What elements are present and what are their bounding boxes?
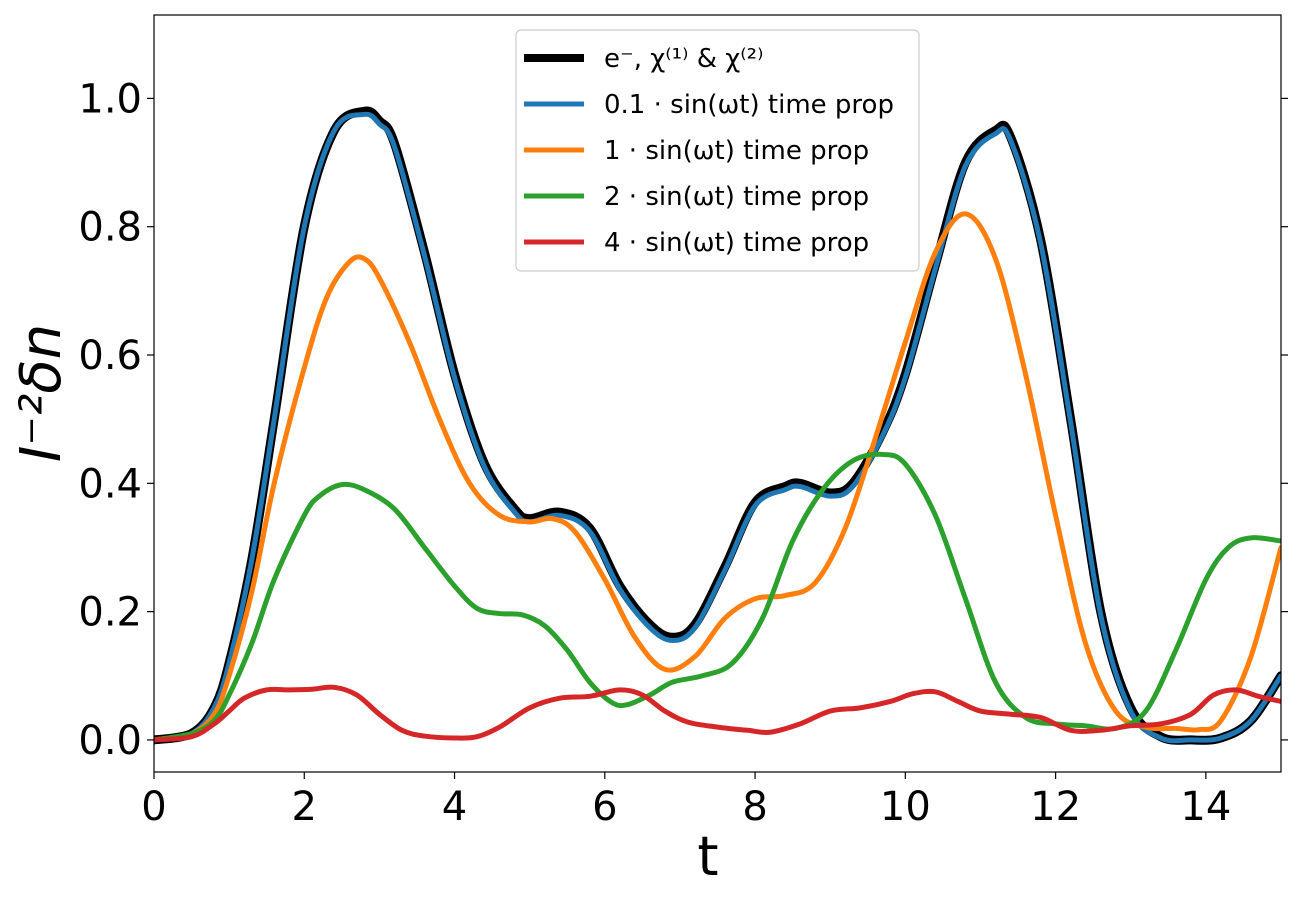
legend: e⁻, χ⁽¹⁾ & χ⁽²⁾ 0.1 · sin(ωt) time prop 1 … — [515, 29, 920, 272]
y-tick-label: 1.0 — [78, 76, 142, 122]
series-line-3 — [154, 451, 1281, 743]
x-axis-label: t — [697, 825, 718, 888]
y-tick-label: 0.2 — [78, 590, 142, 636]
x-tick-label: 12 — [1030, 784, 1081, 830]
x-tick-label: 8 — [742, 784, 767, 830]
series-line-4 — [154, 684, 1281, 743]
legend-box — [515, 29, 920, 272]
x-tick-label: 14 — [1180, 784, 1231, 830]
legend-entries: e⁻, χ⁽¹⁾ & χ⁽²⁾ 0.1 · sin(ωt) time prop 1 … — [524, 44, 894, 258]
series-line-2 — [154, 211, 1281, 743]
y-tick-label: 0.4 — [78, 461, 142, 507]
legend-label-0: e⁻, χ⁽¹⁾ & χ⁽²⁾ — [604, 44, 763, 74]
legend-label-1: 0.1 · sin(ωt) time prop — [604, 90, 894, 120]
y-tick-label: 0.6 — [78, 333, 142, 379]
x-tick-label: 0 — [141, 784, 166, 830]
legend-label-4: 4 · sin(ωt) time prop — [604, 228, 869, 258]
legend-label-2: 1 · sin(ωt) time prop — [604, 136, 869, 166]
series-layer — [154, 106, 1281, 745]
y-tick-label: 0.0 — [78, 718, 142, 764]
x-tick-label: 4 — [442, 784, 467, 830]
x-tick-label: 2 — [292, 784, 317, 830]
y-axis-label: I⁻²δn — [9, 324, 74, 462]
x-tick-label: 10 — [880, 784, 931, 830]
plot-frame — [153, 14, 1282, 773]
legend-label-3: 2 · sin(ωt) time prop — [604, 182, 869, 212]
tick-layer: 0 2 4 6 8 10 12 14 0.0 0.2 0.4 0.6 0.8 1.0 — [78, 76, 1288, 830]
series-line-1 — [154, 111, 1281, 744]
y-tick-label: 0.8 — [78, 205, 142, 251]
x-tick-label: 6 — [592, 784, 617, 830]
